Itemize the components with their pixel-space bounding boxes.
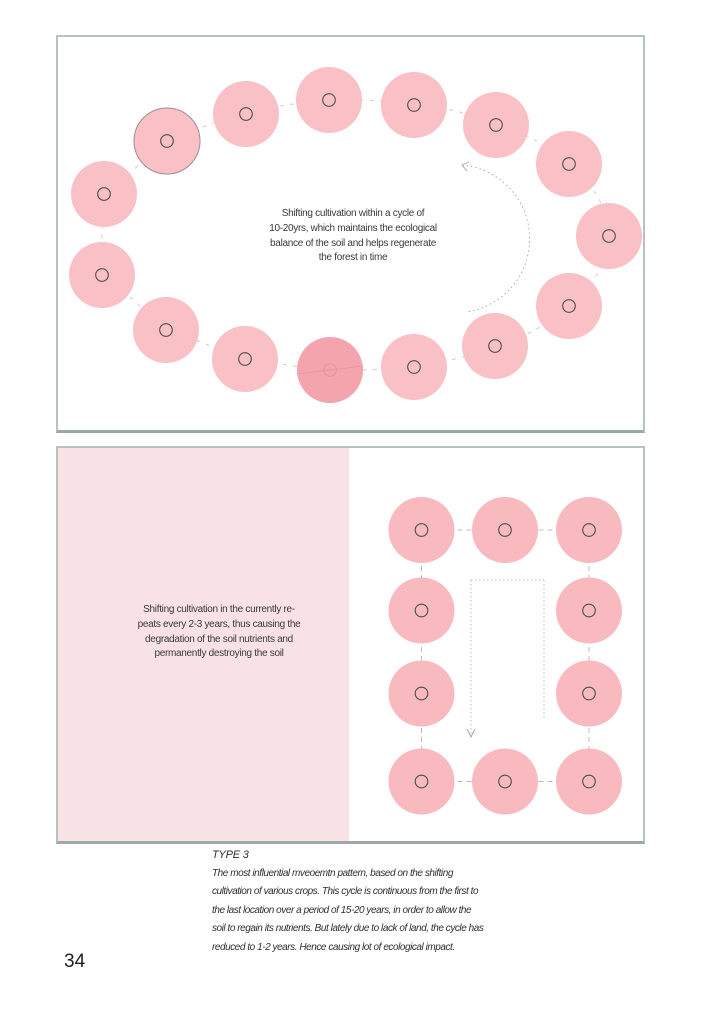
- field-circle: [213, 81, 279, 147]
- field-circle: [388, 660, 455, 727]
- field-circle: [472, 748, 538, 815]
- field-circle: [536, 131, 602, 197]
- circle-center-ring: [407, 360, 421, 374]
- field-circle: [462, 313, 528, 379]
- field-circle: [576, 203, 642, 269]
- circle-center-ring: [95, 268, 109, 282]
- caption-block: TYPE 3 The most influential mveoemtn pat…: [212, 846, 572, 958]
- circle-center-ring: [562, 299, 576, 313]
- field-circle: [212, 326, 278, 392]
- grid-diagram-panel: Shifting cultivation in the currently re…: [56, 446, 645, 844]
- circle-center-ring: [414, 774, 429, 789]
- page-number: 34: [64, 951, 86, 972]
- field-circle: [296, 67, 362, 133]
- field-circle: [536, 273, 602, 339]
- circle-center-ring: [322, 93, 336, 107]
- field-circle: [556, 748, 622, 815]
- circle-center-ring: [582, 774, 596, 789]
- circle-center-ring: [160, 134, 174, 148]
- field-circle: [133, 297, 199, 363]
- circle-center-ring: [488, 339, 502, 353]
- field-circle: [381, 334, 447, 400]
- crossing-line: [296, 365, 364, 375]
- circle-center-ring: [97, 187, 111, 201]
- field-circle: [133, 107, 201, 175]
- field-circle: [388, 497, 455, 563]
- circle-center-ring: [489, 118, 503, 132]
- circle-center-ring: [323, 363, 337, 377]
- field-circle: [388, 748, 455, 815]
- circle-center-ring: [159, 323, 173, 337]
- field-circle: [472, 497, 538, 563]
- circle-center-ring: [414, 523, 429, 537]
- circle-center-ring: [498, 523, 512, 537]
- field-circle: [388, 577, 455, 644]
- field-circle: [556, 660, 622, 727]
- circle-center-ring: [582, 523, 596, 537]
- cycle-field-circles: [69, 67, 642, 403]
- circle-center-ring: [414, 686, 429, 701]
- field-circle: [69, 242, 135, 308]
- field-circle: [71, 161, 137, 227]
- dotted-rect-arrowhead-icon: [466, 728, 476, 739]
- caption-title: TYPE 3: [212, 849, 249, 861]
- field-circle: [556, 497, 622, 563]
- cycle-annotation: Shifting cultivation within a cycle of 1…: [269, 208, 437, 264]
- circle-center-ring: [602, 229, 616, 243]
- field-circle: [381, 72, 447, 138]
- inner-dotted-rectangle: [470, 579, 545, 734]
- cycle-diagram-panel: Shifting cultivation within a cycle of 1…: [56, 35, 645, 433]
- circle-center-ring: [498, 774, 512, 789]
- repeat-annotation: Shifting cultivation in the currently re…: [137, 604, 301, 660]
- grid-field-circles: [388, 497, 622, 815]
- circle-center-ring: [562, 157, 576, 171]
- circle-center-ring: [414, 603, 429, 618]
- circle-center-ring: [238, 352, 252, 366]
- field-circle: [556, 577, 622, 644]
- cycle-diagram-svg: [69, 67, 642, 403]
- grid-diagram-svg: [388, 497, 622, 815]
- circle-center-ring: [407, 98, 421, 112]
- arc-arrowhead-icon: [461, 161, 470, 172]
- pink-text-block: Shifting cultivation in the currently re…: [58, 448, 349, 841]
- field-circle: [463, 92, 529, 158]
- circle-center-ring: [582, 686, 596, 701]
- caption-body: The most influential mveoemtn pattern, b…: [212, 867, 484, 953]
- circle-center-ring: [239, 107, 253, 121]
- circle-center-ring: [582, 603, 596, 618]
